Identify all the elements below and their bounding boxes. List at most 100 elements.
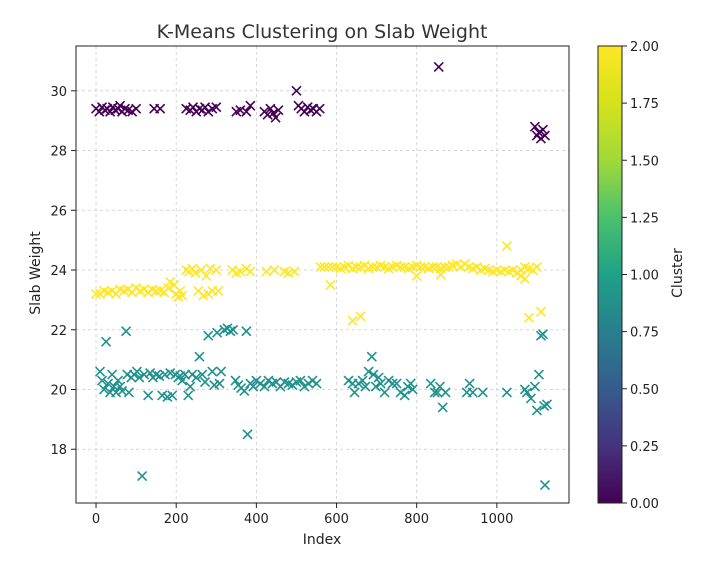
data-point-cluster-1 xyxy=(533,369,545,380)
data-point-cluster-2 xyxy=(213,285,224,296)
colorbar: 0.00 0.25 0.50 0.75 1.00 1.25 1.50 1.75 2.00 Clu… xyxy=(597,40,686,512)
data-point-cluster-1 xyxy=(191,372,202,383)
data-point-cluster-2 xyxy=(411,270,422,282)
data-point-cluster-1 xyxy=(349,387,360,398)
data-point-cluster-1 xyxy=(541,399,553,410)
data-point-cluster-0 xyxy=(314,103,325,114)
data-point-cluster-1 xyxy=(370,381,381,392)
data-point-cluster-2 xyxy=(535,306,547,317)
data-point-cluster-2 xyxy=(283,267,294,279)
data-point-cluster-1 xyxy=(239,385,250,397)
colorbar-ticks: 0.00 0.25 0.50 0.75 1.00 1.25 1.50 1.75 2.00 xyxy=(622,40,659,512)
data-point-cluster-0 xyxy=(131,103,142,114)
data-point-cluster-1 xyxy=(111,387,122,398)
data-point-cluster-1 xyxy=(525,393,536,404)
y-axis-label: Slab Weight xyxy=(28,231,44,315)
data-point-cluster-1 xyxy=(134,372,145,383)
data-point-cluster-2 xyxy=(531,261,543,273)
chart-title: K-Means Clustering on Slab Weight xyxy=(157,21,488,43)
colorbar-tick-label: 0.00 xyxy=(630,497,659,512)
x-axis: 0 200 400 600 800 1000 xyxy=(92,503,513,527)
data-point-cluster-0 xyxy=(305,105,316,116)
data-point-cluster-1 xyxy=(113,375,124,386)
data-point-cluster-2 xyxy=(201,270,212,282)
data-point-cluster-2 xyxy=(190,267,201,279)
data-point-cluster-2 xyxy=(519,273,530,285)
data-point-cluster-1 xyxy=(185,381,196,392)
data-point-cluster-0 xyxy=(115,100,126,111)
data-point-cluster-1 xyxy=(357,375,368,386)
data-point-cluster-1 xyxy=(363,366,374,377)
plot-frame xyxy=(75,45,570,504)
y-tick-label: 20 xyxy=(50,383,67,398)
data-point-cluster-1 xyxy=(151,369,162,380)
data-point-cluster-2 xyxy=(177,290,188,301)
data-point-cluster-1 xyxy=(501,387,512,398)
colorbar-gradient xyxy=(598,46,622,503)
data-point-cluster-2 xyxy=(415,261,426,273)
data-point-cluster-2 xyxy=(325,279,336,291)
data-point-cluster-1 xyxy=(407,384,418,395)
data-point-cluster-1 xyxy=(199,376,211,388)
x-axis-label: Index xyxy=(303,532,342,548)
data-point-cluster-1 xyxy=(531,405,543,416)
colorbar-tick-label: 1.00 xyxy=(630,269,659,284)
data-point-cluster-1 xyxy=(183,390,194,401)
data-point-cluster-0 xyxy=(433,61,444,72)
data-point-cluster-2 xyxy=(355,311,366,322)
data-points xyxy=(90,61,553,491)
data-point-cluster-2 xyxy=(151,285,162,296)
data-point-cluster-2 xyxy=(269,264,280,276)
data-point-cluster-2 xyxy=(523,312,534,323)
data-point-cluster-1 xyxy=(373,372,384,383)
data-point-cluster-2 xyxy=(90,288,102,299)
x-tick-label: 800 xyxy=(404,512,429,527)
data-point-cluster-2 xyxy=(427,261,438,273)
data-point-cluster-2 xyxy=(315,261,326,273)
colorbar-tick-label: 0.25 xyxy=(630,440,659,455)
data-point-cluster-2 xyxy=(181,264,192,276)
data-point-cluster-1 xyxy=(375,378,386,389)
data-point-cluster-1 xyxy=(214,378,225,389)
data-point-cluster-2 xyxy=(163,282,174,294)
data-point-cluster-0 xyxy=(291,85,302,96)
data-point-cluster-0 xyxy=(273,105,284,116)
x-tick-label: 1000 xyxy=(480,512,513,527)
data-point-cluster-0 xyxy=(537,124,549,135)
data-point-cluster-0 xyxy=(211,102,222,113)
data-point-cluster-2 xyxy=(367,261,378,273)
x-tick-label: 600 xyxy=(324,512,349,527)
data-point-cluster-1 xyxy=(387,378,398,389)
data-point-cluster-1 xyxy=(100,336,112,347)
data-point-cluster-1 xyxy=(467,387,478,398)
data-point-cluster-2 xyxy=(205,263,216,274)
data-point-cluster-1 xyxy=(219,324,230,335)
data-point-cluster-1 xyxy=(366,351,377,362)
data-point-cluster-1 xyxy=(230,375,241,386)
data-point-cluster-1 xyxy=(216,366,227,377)
data-point-cluster-1 xyxy=(194,351,205,362)
data-point-cluster-2 xyxy=(235,266,246,277)
data-point-cluster-1 xyxy=(225,326,236,337)
data-point-cluster-1 xyxy=(102,378,114,389)
data-point-cluster-1 xyxy=(521,387,532,398)
data-point-cluster-1 xyxy=(379,387,390,398)
data-point-cluster-1 xyxy=(440,387,451,398)
colorbar-tick-label: 0.75 xyxy=(630,326,659,341)
data-point-cluster-2 xyxy=(261,266,272,277)
data-point-cluster-1 xyxy=(197,369,208,380)
data-point-cluster-1 xyxy=(477,387,488,398)
x-tick-label: 0 xyxy=(92,512,100,527)
data-point-cluster-1 xyxy=(432,387,443,398)
data-point-cluster-2 xyxy=(211,264,222,276)
data-point-cluster-2 xyxy=(327,261,338,273)
data-point-cluster-1 xyxy=(143,390,154,401)
data-point-cluster-1 xyxy=(94,366,106,377)
x-tick-label: 200 xyxy=(164,512,189,527)
data-point-cluster-2 xyxy=(439,261,450,273)
data-point-cluster-1 xyxy=(137,471,148,482)
data-point-cluster-1 xyxy=(212,327,223,338)
y-tick-label: 28 xyxy=(50,145,67,160)
data-point-cluster-2 xyxy=(289,266,300,277)
